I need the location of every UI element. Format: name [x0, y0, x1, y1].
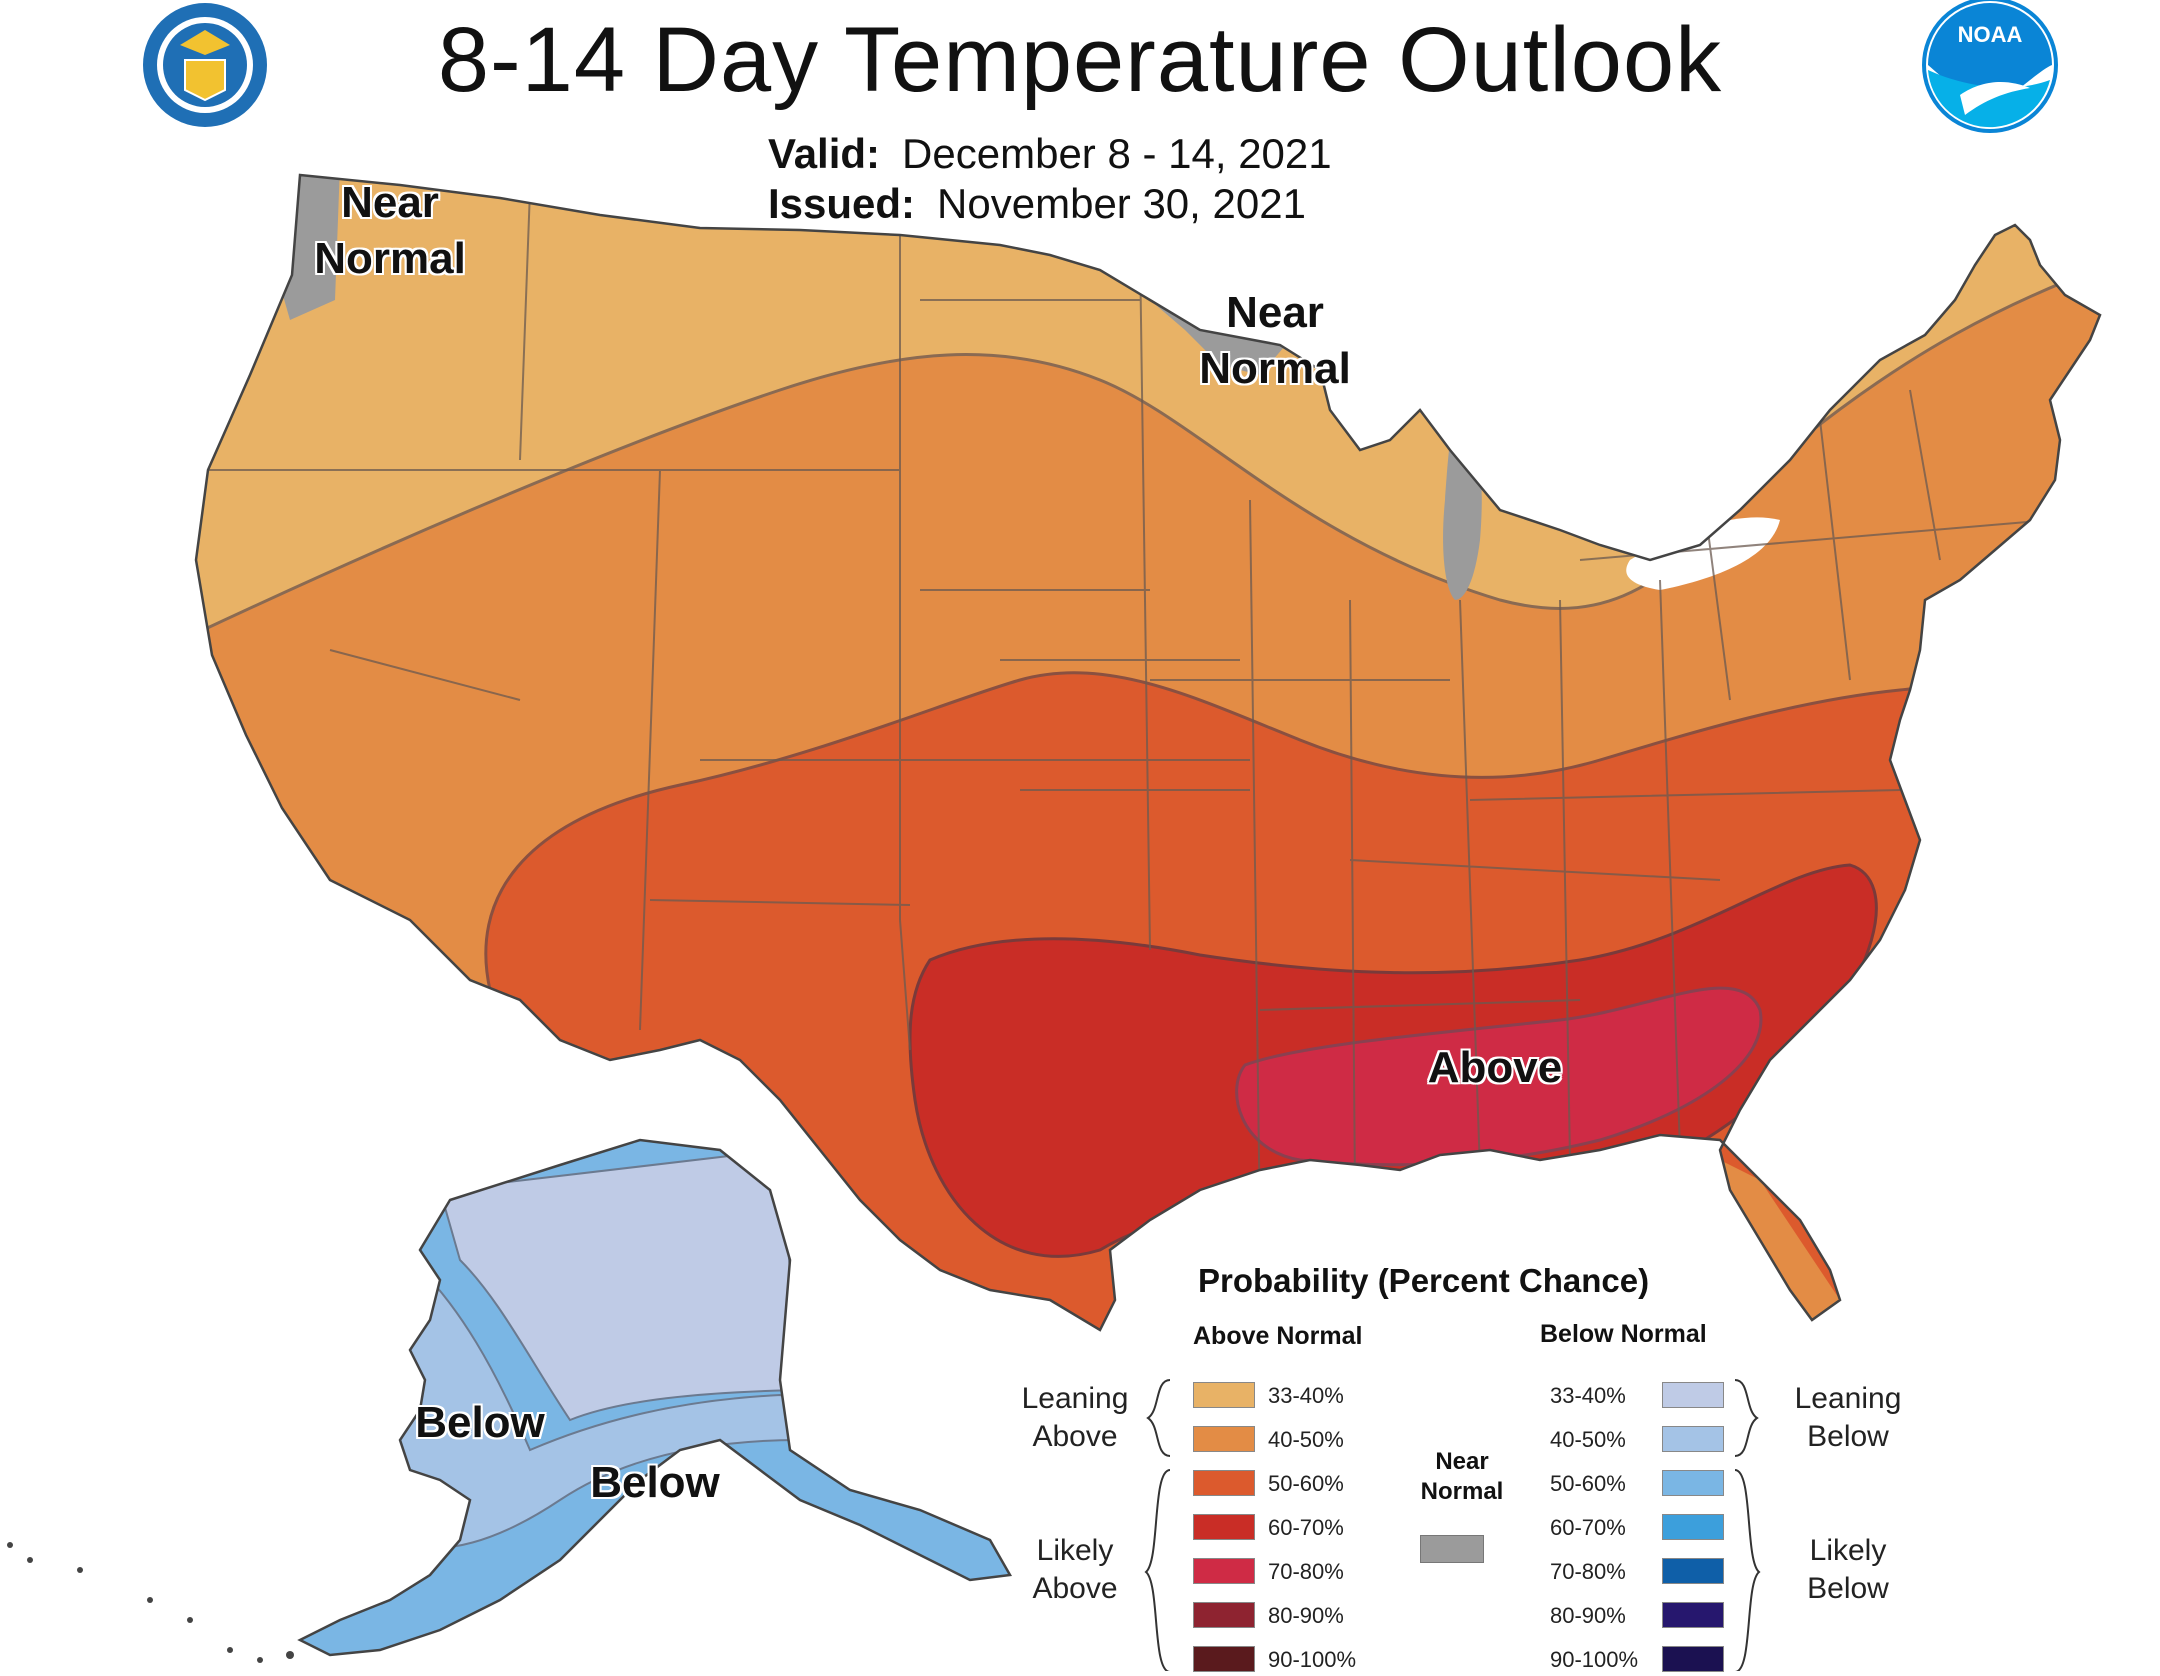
issued-line: Issued: November 30, 2021 — [768, 180, 1306, 228]
legend-near-normal-label: Near Normal — [1420, 1448, 1504, 1505]
above-legend-swatch — [1193, 1602, 1255, 1628]
state-borders — [200, 189, 2051, 1231]
below-legend-range: 90-100% — [1550, 1647, 1639, 1672]
alaska-band-below-33-40 — [438, 1148, 802, 1422]
legend-above-header: Above Normal — [1193, 1322, 1363, 1350]
legend-below-header: Below Normal — [1540, 1320, 1707, 1348]
below-legend-swatch — [1662, 1646, 1724, 1672]
below-legend-swatch — [1662, 1426, 1724, 1452]
label-near-normal-great-lakes: Near Normal — [1199, 288, 1351, 393]
label-near-normal-pacific-nw: Near Normal — [314, 178, 466, 283]
above-legend-range: 90-100% — [1268, 1647, 1357, 1672]
noaa-logo-text: NOAA — [1958, 22, 2023, 47]
below-legend-swatch — [1662, 1470, 1724, 1496]
likely-below-brace — [1734, 1469, 1761, 1671]
below-legend-range: 80-90% — [1550, 1603, 1626, 1628]
above-legend-range: 70-80% — [1268, 1559, 1344, 1584]
above-legend-swatch — [1193, 1646, 1255, 1672]
us-outline — [194, 173, 2102, 1332]
above-legend-swatch — [1193, 1382, 1255, 1408]
valid-value: December 8 - 14, 2021 — [902, 130, 1332, 177]
legend-title: Probability (Percent Chance) — [1198, 1262, 1650, 1299]
below-legend-range: 33-40% — [1550, 1383, 1626, 1408]
legend-likely-above-label: Likely Above — [1032, 1534, 1118, 1605]
below-legend-swatch — [1662, 1514, 1724, 1540]
valid-line: Valid: December 8 - 14, 2021 — [768, 130, 1332, 178]
legend-leaning-above-label: Leaning Above — [1021, 1382, 1129, 1453]
department-of-commerce-seal-icon — [143, 3, 267, 127]
below-legend-swatch — [1662, 1558, 1724, 1584]
above-legend-range: 50-60% — [1268, 1471, 1344, 1496]
alaska-outline — [297, 1138, 1013, 1657]
valid-label: Valid: — [768, 130, 881, 177]
above-legend-range: 40-50% — [1268, 1427, 1344, 1452]
above-legend-range: 33-40% — [1268, 1383, 1344, 1408]
above-legend-range: 80-90% — [1268, 1603, 1344, 1628]
issued-label: Issued: — [768, 180, 916, 227]
below-legend-swatch — [1662, 1602, 1724, 1628]
legend-leaning-below-label: Leaning Below — [1794, 1382, 1902, 1453]
above-legend-range: 60-70% — [1268, 1515, 1344, 1540]
above-legend-swatch — [1193, 1514, 1255, 1540]
label-below-alaska-north: Below — [415, 1398, 545, 1447]
lake-erie — [1626, 517, 1780, 590]
aleutian-islands — [7, 1542, 294, 1663]
issued-value: November 30, 2021 — [937, 180, 1306, 227]
above-legend-swatch — [1193, 1558, 1255, 1584]
above-legend-swatch — [1193, 1470, 1255, 1496]
below-legend-range: 70-80% — [1550, 1559, 1626, 1584]
above-legend-swatch — [1193, 1426, 1255, 1452]
below-legend-swatch — [1662, 1382, 1724, 1408]
lake-huron — [1609, 382, 1760, 500]
label-below-alaska-south: Below — [590, 1458, 720, 1507]
band-near-normal-upper-michigan — [1360, 340, 1570, 400]
noaa-logo-icon: NOAA — [1922, 0, 2058, 133]
likely-above-brace — [1144, 1469, 1171, 1671]
below-legend-range: 60-70% — [1550, 1515, 1626, 1540]
page-title: 8-14 Day Temperature Outlook — [437, 9, 1723, 111]
leaning-below-brace — [1734, 1379, 1759, 1457]
legend-likely-below-label: Likely Below — [1807, 1534, 1889, 1605]
legend-near-normal-swatch — [1420, 1535, 1484, 1563]
leaning-above-brace — [1146, 1379, 1171, 1457]
label-above-southeast: Above — [1427, 1043, 1563, 1092]
below-legend-range: 40-50% — [1550, 1427, 1626, 1452]
below-legend-range: 50-60% — [1550, 1471, 1626, 1496]
band-above-70-80 — [1235, 986, 1763, 1167]
legend-braces — [1144, 1379, 1761, 1671]
